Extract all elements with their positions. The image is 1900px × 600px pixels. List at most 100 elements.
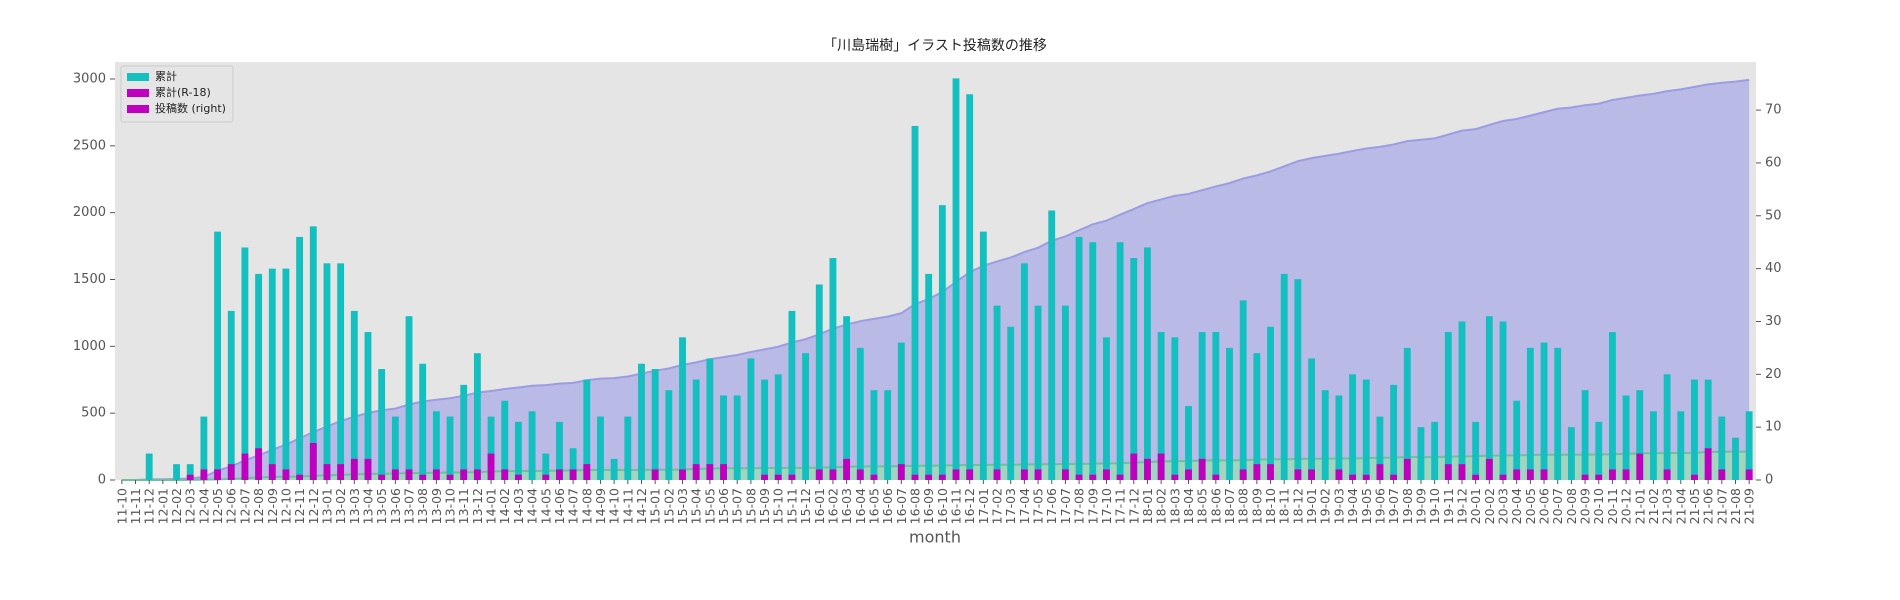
x-tick-label: 21-06: [1701, 488, 1716, 524]
x-tick-label: 13-02: [333, 488, 348, 524]
bar: [323, 464, 331, 480]
bar: [1294, 469, 1302, 480]
bar: [1472, 421, 1480, 480]
bar: [514, 421, 522, 480]
bar: [815, 469, 823, 480]
bar: [1458, 464, 1466, 480]
bar: [1267, 464, 1274, 480]
x-tick-label: 17-12: [1126, 488, 1141, 524]
bar: [337, 464, 345, 480]
bar: [296, 236, 304, 480]
x-tick-label: 20-08: [1564, 488, 1579, 524]
bar: [1718, 469, 1726, 480]
y2-tick-label: 0: [1765, 473, 1773, 488]
bar: [542, 453, 550, 480]
x-tick-label: 19-04: [1345, 488, 1360, 524]
bar: [337, 263, 345, 480]
x-tick-label: 12-08: [251, 488, 266, 524]
bar: [241, 247, 249, 480]
x-tick-label: 20-12: [1619, 488, 1634, 524]
x-tick-label: 15-03: [675, 488, 690, 524]
x-tick-label: 15-07: [730, 488, 745, 524]
bar: [1691, 379, 1698, 480]
bar: [1212, 332, 1220, 480]
bar: [1226, 347, 1233, 480]
x-tick-label: 14-05: [538, 488, 553, 524]
bar: [255, 448, 263, 480]
x-tick-label: 20-07: [1550, 488, 1565, 524]
x-tick-label: 14-12: [634, 488, 649, 524]
x-tick-label: 17-09: [1085, 488, 1100, 524]
y-tick-label: 2000: [73, 205, 106, 220]
x-tick-label: 20-06: [1537, 488, 1552, 524]
bar: [1485, 458, 1493, 480]
x-tick-label: 12-10: [278, 488, 293, 524]
chart-title: 「川島瑞樹」イラスト投稿数の推移: [823, 38, 1047, 54]
area-line: [121, 78, 1750, 481]
bar: [938, 474, 946, 480]
x-tick-label: 16-10: [935, 488, 950, 524]
x-tick-label: 13-07: [402, 488, 417, 524]
x-tick-label: 19-05: [1359, 488, 1374, 524]
x-tick-label: 19-09: [1413, 488, 1428, 524]
bar: [1499, 474, 1507, 480]
bar: [1403, 347, 1411, 480]
x-tick-label: 15-08: [743, 488, 758, 524]
bar: [829, 469, 837, 480]
bar: [1034, 469, 1042, 480]
bar: [679, 469, 686, 480]
bar: [1595, 474, 1603, 480]
x-tick-label: 14-10: [607, 488, 622, 524]
bar: [925, 273, 933, 480]
bar: [1144, 458, 1151, 480]
x-tick-label: 13-05: [374, 488, 389, 524]
bar: [1198, 458, 1206, 480]
bar: [542, 474, 550, 480]
bar: [1130, 258, 1138, 480]
bar: [432, 411, 440, 480]
x-tick-label: 16-08: [907, 488, 922, 524]
x-tick-label: 17-04: [1017, 488, 1032, 524]
bar: [1650, 411, 1657, 480]
bar: [1335, 395, 1343, 480]
x-tick-label: 15-01: [648, 488, 663, 524]
x-tick-label: 19-01: [1304, 488, 1319, 524]
bar: [200, 469, 208, 480]
x-tick-label: 20-04: [1509, 488, 1524, 524]
bar: [993, 305, 1001, 480]
bar: [774, 374, 782, 480]
x-tick-label: 12-05: [210, 488, 225, 524]
bar: [761, 474, 768, 480]
x-tick-label: 21-05: [1687, 488, 1702, 524]
x-tick-label: 20-05: [1523, 488, 1538, 524]
bar: [446, 474, 454, 480]
bar: [173, 464, 180, 480]
bar: [1034, 305, 1042, 480]
bar: [282, 469, 290, 480]
x-tick-label: 15-10: [771, 488, 786, 524]
x-tick-label: 17-03: [1003, 488, 1018, 524]
bar: [1294, 279, 1302, 480]
bar: [364, 332, 372, 480]
x-tick-label: 19-12: [1454, 488, 1469, 524]
bar: [1075, 474, 1083, 480]
legend-swatch: [127, 73, 149, 81]
bar: [1540, 469, 1548, 480]
bar: [186, 474, 194, 480]
x-tick-label: 19-10: [1427, 488, 1442, 524]
bar: [1130, 453, 1138, 480]
legend-label: 投稿数 (right): [155, 101, 226, 115]
bar: [1116, 474, 1124, 480]
y2-tick-label: 30: [1765, 314, 1782, 329]
bar: [1567, 427, 1575, 480]
x-tick-label: 19-08: [1400, 488, 1415, 524]
x-tick-label: 17-10: [1099, 488, 1114, 524]
bar: [1198, 332, 1206, 480]
bar: [145, 453, 153, 480]
x-tick-label: 13-06: [388, 488, 403, 524]
y-tick-label: 1000: [73, 339, 106, 354]
x-tick-label: 19-06: [1372, 488, 1387, 524]
x-tick-label: 13-11: [456, 488, 471, 524]
x-tick-label: 21-09: [1742, 488, 1757, 524]
